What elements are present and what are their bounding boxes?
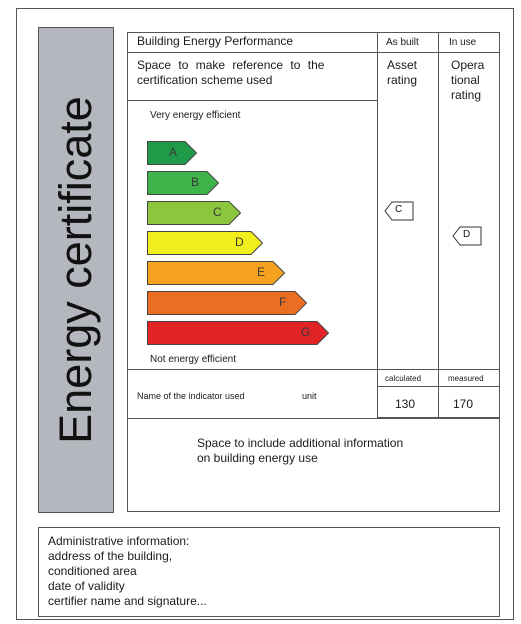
- rating-band-shape: [147, 261, 285, 285]
- indicator-row: [127, 369, 500, 419]
- operational-label-1: Opera: [451, 58, 485, 72]
- operational-pointer-shape: [452, 226, 482, 246]
- measured-label: measured: [448, 374, 484, 383]
- admin-line: conditioned area: [48, 564, 137, 578]
- additional-info-1: Space to include additional information: [197, 436, 404, 450]
- asset-label-2: rating: [387, 73, 418, 87]
- admin-line: Administrative information:: [48, 534, 190, 548]
- admin-line: address of the building,: [48, 549, 173, 563]
- operational-rating-letter: D: [463, 229, 471, 240]
- rating-band-f: F: [147, 291, 307, 315]
- operational-rating-pointer: D: [452, 226, 482, 246]
- performance-heading: Building Energy Performance: [137, 34, 294, 48]
- scale-top-label: Very energy efficient: [150, 110, 241, 121]
- rating-band-shape: [147, 141, 197, 165]
- rating-band-g: G: [147, 321, 329, 345]
- admin-line: certifier name and signature...: [48, 594, 207, 608]
- operational-label-2: tional: [451, 73, 480, 87]
- scale-bottom-label: Not energy efficient: [150, 354, 236, 365]
- rating-band-e: E: [147, 261, 285, 285]
- reference-text-2: certification scheme used: [137, 73, 273, 87]
- admin-text: Administrative information: address of t…: [48, 534, 207, 609]
- rating-band-letter: G: [301, 325, 311, 339]
- rating-band-shape: [147, 231, 263, 255]
- as-built-heading: As built: [386, 37, 419, 48]
- rating-band-letter: A: [169, 145, 178, 159]
- header-row: [127, 32, 500, 53]
- rating-band-c: C: [147, 201, 241, 225]
- asset-label-1: Asset: [387, 58, 418, 72]
- in-use-heading: In use: [449, 37, 477, 48]
- asset-rating-letter: C: [395, 204, 403, 215]
- rating-band-shape: [147, 321, 329, 345]
- rating-band-d: D: [147, 231, 263, 255]
- rating-band-shape: [147, 201, 241, 225]
- rating-band-letter: C: [213, 205, 222, 219]
- rating-band-shape: [147, 291, 307, 315]
- side-banner: Energy certificate: [38, 27, 114, 513]
- admin-panel: [38, 527, 500, 617]
- rating-band-letter: D: [235, 235, 244, 249]
- rating-band-letter: B: [191, 175, 200, 189]
- measured-value: 170: [453, 397, 474, 411]
- reference-row-line: [127, 100, 377, 101]
- asset-pointer-shape: [384, 201, 414, 221]
- rating-band-shape: [147, 171, 219, 195]
- indicator-name: Name of the indicator used: [137, 391, 245, 401]
- reference-text-1: Space to make reference to the: [137, 58, 325, 72]
- asset-rating-pointer: C: [384, 201, 414, 221]
- indicator-unit: unit: [302, 391, 317, 401]
- rating-band-letter: F: [279, 295, 287, 309]
- certificate-frame: [16, 8, 514, 620]
- rating-band-b: B: [147, 171, 219, 195]
- in-use-column: [438, 32, 500, 418]
- calculated-label: calculated: [385, 374, 422, 383]
- as-built-column: [377, 32, 439, 418]
- rating-band-a: A: [147, 141, 197, 165]
- indicator-sublabel-line: [377, 386, 500, 387]
- additional-info-2: on building energy use: [197, 451, 318, 465]
- calculated-value: 130: [395, 397, 416, 411]
- rating-band-letter: E: [257, 265, 266, 279]
- admin-line: date of validity: [48, 579, 125, 593]
- side-title: Energy certificate: [50, 96, 101, 444]
- operational-label-3: rating: [451, 88, 482, 102]
